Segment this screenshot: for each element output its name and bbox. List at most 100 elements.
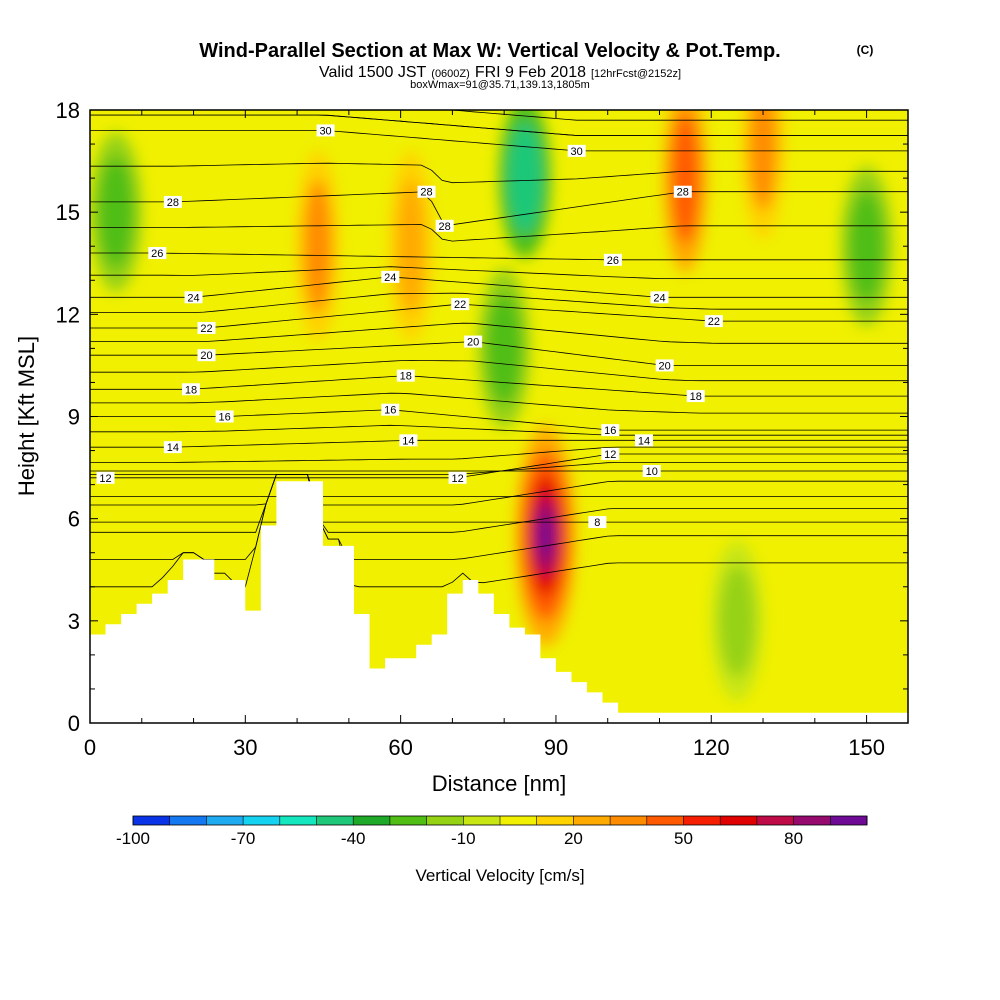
theta-label-bg [184,291,203,304]
theta-label-bg [381,270,400,283]
theta-label-26: 26 [603,253,622,267]
theta-label-16: 16 [215,410,234,424]
theta-contour-line-27 [90,224,908,242]
theta-label-18: 18 [181,383,200,396]
updraft-core-4 [749,110,778,211]
theta-contour-line-18 [90,375,908,397]
theta-label-text: 22 [708,316,720,328]
theta-label-16: 16 [601,424,620,437]
theta-label-text: 8 [594,517,600,529]
theta-label-24: 24 [381,270,400,284]
chart-subtitle: Valid 1500 JST (0600Z) FRI 9 Feb 2018 [12hr… [319,64,681,81]
theta-label-text: 22 [200,323,212,335]
theta-label-12: 12 [96,471,115,485]
subtitle-forecast: [12hrFcst@2152z] [591,68,681,80]
colorbar-swatch [279,816,317,825]
colorbar-tick-label: -10 [451,829,476,848]
colorbar-swatch [610,816,648,825]
updraft-core-3 [671,111,700,245]
theta-contour-line-26 [90,252,908,261]
theta-contour-line-17 [90,392,908,414]
colorbar-swatch [463,816,501,825]
theta-label-text: 16 [384,405,396,417]
theta-contour-line-13 [90,446,908,463]
theta-label-bg [163,441,182,454]
colorbar-swatch [426,816,464,825]
theta-label-bg [634,434,653,447]
theta-label-28: 28 [435,219,454,233]
theta-label-bg [163,195,182,208]
colorbar-swatch [133,816,171,825]
theta-label-text: 24 [384,272,396,284]
theta-label-8: 8 [588,516,607,529]
theta-label-text: 14 [402,435,414,447]
terrain [90,481,908,723]
theta-label-10: 10 [642,464,661,478]
theta-label-text: 20 [467,337,479,349]
theta-label-bg [215,410,234,423]
theta-label-bg [601,424,620,437]
theta-label-text: 20 [659,360,671,372]
colorbar-swatch [206,816,244,825]
theta-label-bg [567,144,586,157]
x-tick-label: 150 [848,735,885,760]
theta-label-14: 14 [399,434,418,447]
x-tick-label: 120 [693,735,730,760]
theta-label-bg [686,390,705,403]
theta-contour-line-29 [90,162,908,184]
theta-label-text: 28 [677,187,689,199]
theta-label-22: 22 [197,321,216,335]
theta-label-bg [464,335,483,348]
theta-label-12: 12 [448,471,467,485]
theta-label-text: 28 [439,221,451,233]
theta-contour-line-28 [90,191,908,226]
y-axis-label: Height [Kft MSL] [14,336,39,496]
w-max-core-4 [539,515,552,556]
downdraft-core-9 [719,564,756,677]
theta-label-30: 30 [316,124,335,137]
theta-label-bg [601,447,620,460]
theta-contour-line-21 [90,322,908,344]
theta-label-bg [381,403,400,416]
theta-label-text: 20 [200,350,212,362]
theta-label-text: 18 [400,371,412,383]
theta-label-18: 18 [396,369,415,383]
y-tick-label: 18 [56,98,80,123]
theta-label-22: 22 [704,315,723,328]
theta-label-18: 18 [686,390,705,403]
x-tick-label: 90 [544,735,568,760]
colorbar-swatch [720,816,758,825]
chart-boxline: boxWmax=91@35.71,139.13,1805m [410,79,590,91]
y-tick-label: 9 [68,405,80,430]
colorbar-swatch [536,816,574,825]
theta-label-bg [435,219,454,232]
theta-contour-line-11 [90,474,908,506]
theta-label-bg [197,349,216,362]
theta-contour-line-31 [90,114,908,136]
theta-contour-line-8 [90,474,908,588]
x-tick-label: 30 [233,735,257,760]
updraft-core-2 [396,179,425,313]
colorbar-tick-label: 20 [564,829,583,848]
theta-label-bg [396,369,415,382]
colorbar-swatch [353,816,391,825]
theta-contour-line-9 [90,474,908,560]
plot-area: 3030282828282626242424222222202020181818… [56,98,909,760]
theta-label-text: 14 [638,435,650,447]
theta-contour-line-22 [90,303,908,329]
theta-label-14: 14 [163,441,182,454]
colorbar-swatch [243,816,281,825]
colorbar-swatch [169,816,207,825]
theta-label-20: 20 [655,359,674,372]
theta-label-text: 28 [420,187,432,199]
theta-contour-line-20 [90,341,908,366]
colorbar-swatch [683,816,721,825]
theta-contour-line-23 [90,292,908,313]
theta-label-bg [650,291,669,304]
theta-label-text: 18 [690,391,702,403]
theta-label-text: 30 [319,125,331,137]
y-tick-label: 3 [68,609,80,634]
colorbar-tick-label: 80 [784,829,803,848]
theta-label-bg [96,471,115,484]
x-tick-label: 60 [388,735,412,760]
